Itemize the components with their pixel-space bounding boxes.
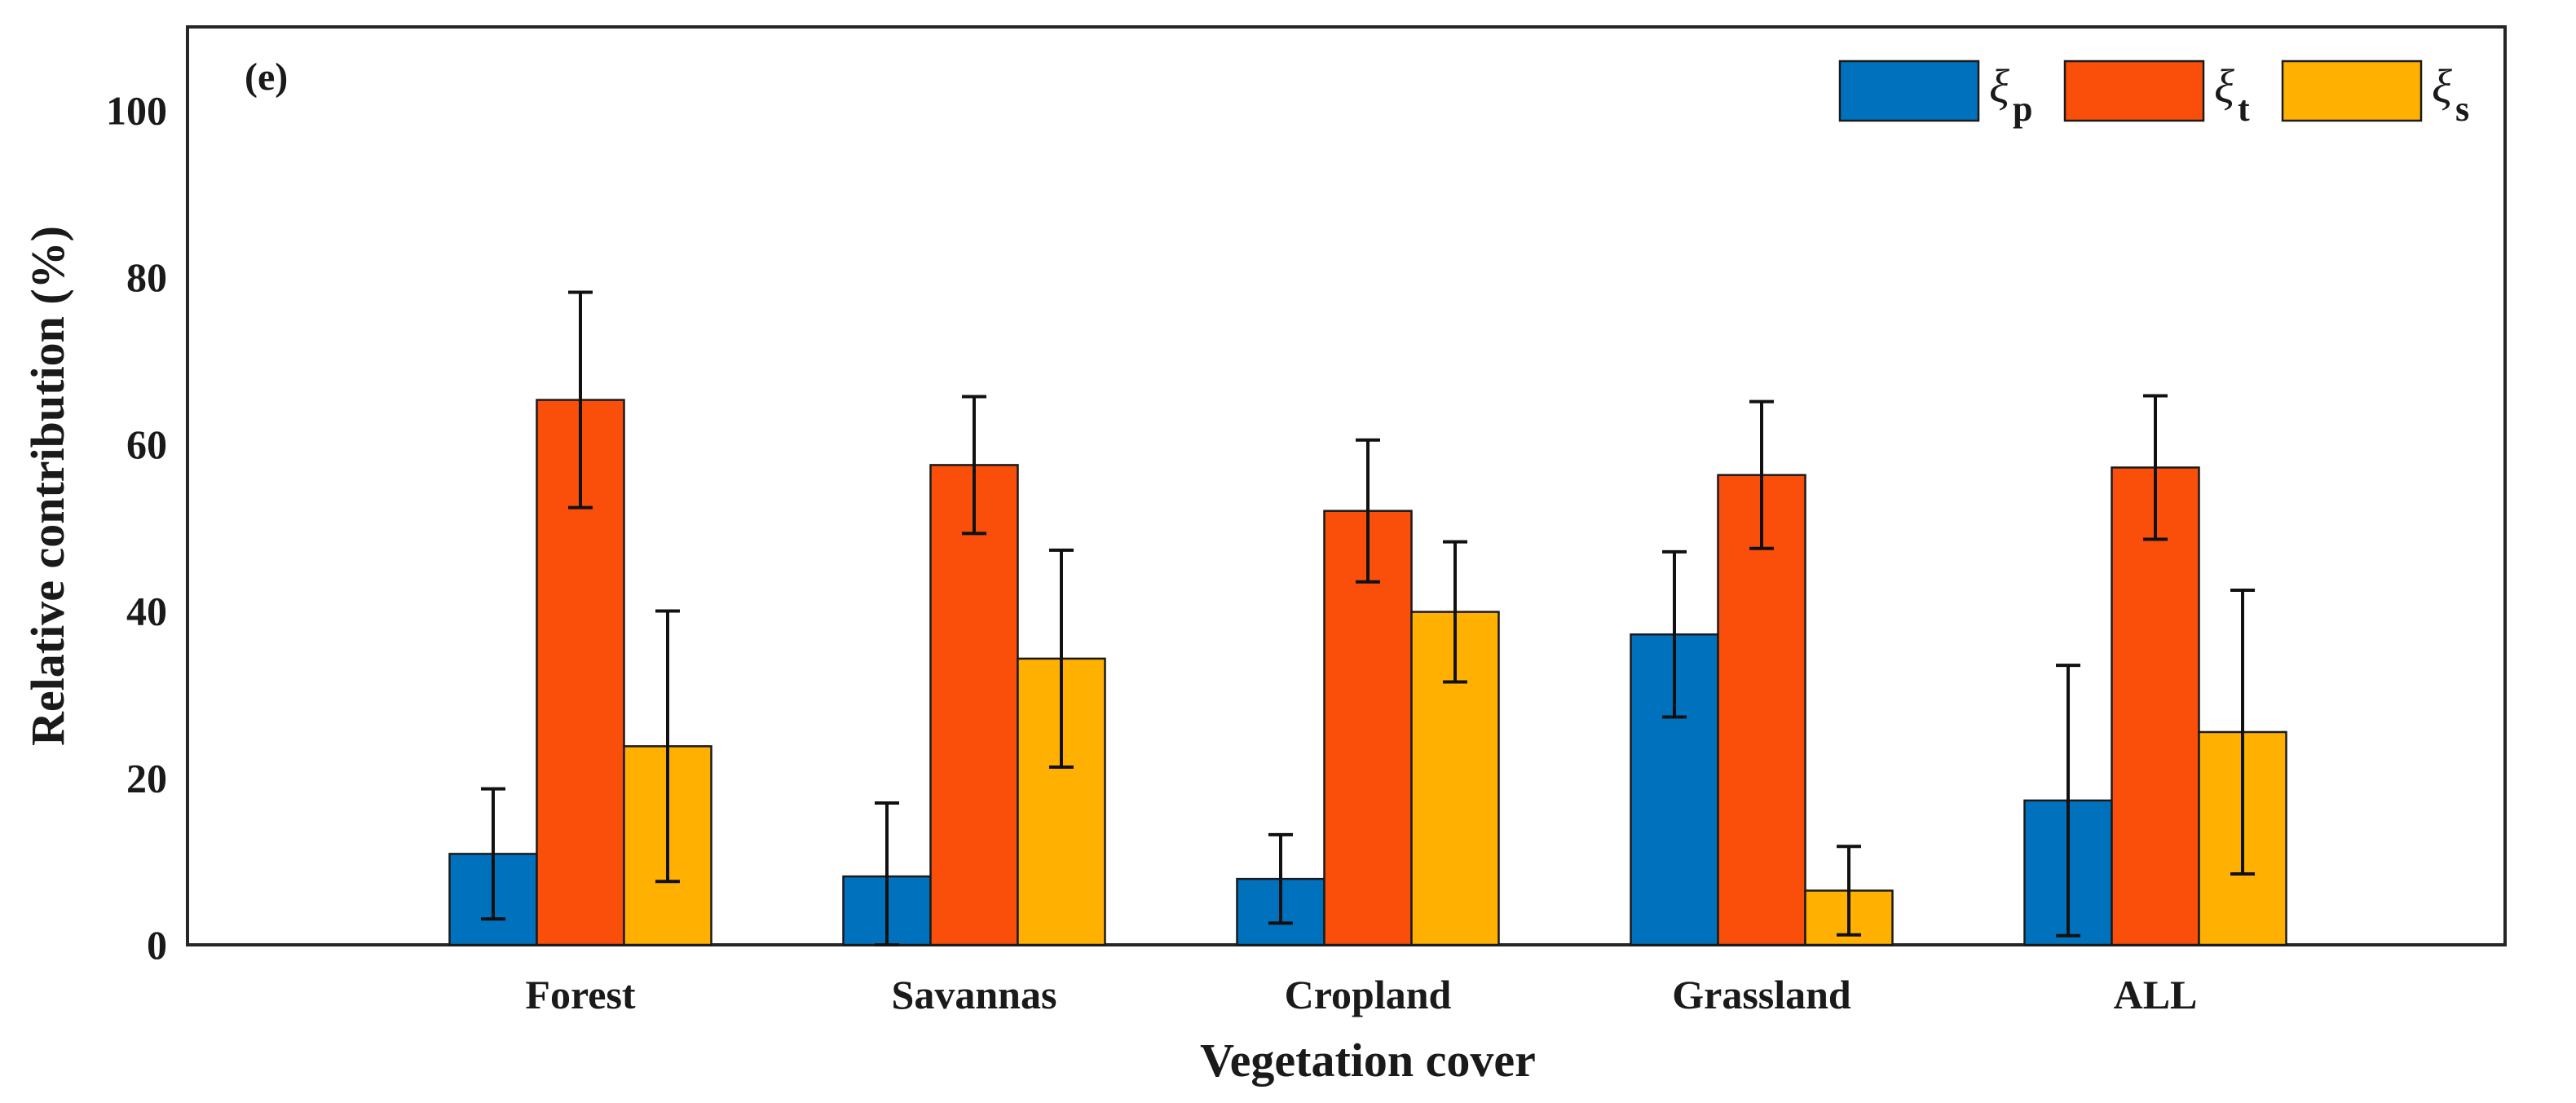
legend-symbol: ξ bbox=[1989, 60, 2009, 113]
y-tick-label: 0 bbox=[147, 922, 167, 968]
legend-swatch bbox=[2063, 60, 2205, 122]
error-bar-s-savannas bbox=[1049, 548, 1074, 769]
y-tick-label: 20 bbox=[126, 755, 167, 801]
bars-layer bbox=[448, 399, 2287, 946]
y-tick-label: 60 bbox=[126, 421, 167, 467]
legend-swatch bbox=[2281, 60, 2423, 122]
error-bar-t-all bbox=[2143, 394, 2168, 541]
bar-t-grassland bbox=[1717, 474, 1806, 946]
legend-symbol: ξ bbox=[2432, 60, 2452, 113]
y-axis-title: Relative contribution (%) bbox=[21, 226, 74, 746]
error-bar-s-cropland bbox=[1443, 540, 1467, 684]
error-bar-p-cropland bbox=[1268, 832, 1293, 925]
error-bars-layer bbox=[481, 290, 2255, 946]
error-bar-t-savannas bbox=[962, 395, 986, 536]
x-tick-label-all: ALL bbox=[2114, 972, 2198, 1017]
error-bar-t-grassland bbox=[1749, 399, 1774, 550]
y-tick-label: 80 bbox=[126, 254, 167, 300]
error-bar-p-forest bbox=[481, 787, 505, 921]
x-tick-label-savannas: Savannas bbox=[892, 972, 1057, 1017]
legend-subscript: t bbox=[2238, 89, 2250, 129]
x-tick-label-cropland: Cropland bbox=[1285, 972, 1452, 1017]
y-tick-label: 100 bbox=[106, 87, 167, 133]
legend-subscript: s bbox=[2455, 89, 2469, 129]
error-bar-s-all bbox=[2230, 588, 2255, 876]
x-tick-label-grassland: Grassland bbox=[1672, 972, 1851, 1017]
error-bar-t-cropland bbox=[1356, 438, 1380, 584]
x-axis-title: Vegetation cover bbox=[1200, 1034, 1536, 1087]
y-axis: 0 20 40 60 80 100 bbox=[106, 87, 167, 968]
legend-swatch bbox=[1838, 60, 1980, 122]
legend-symbol: ξ bbox=[2214, 60, 2234, 113]
error-bar-t-forest bbox=[568, 290, 593, 510]
y-tick-label: 40 bbox=[126, 589, 167, 634]
legend-subscript: p bbox=[2013, 89, 2032, 129]
error-bar-s-forest bbox=[655, 609, 680, 884]
panel-label: (e) bbox=[245, 55, 288, 99]
bar-t-savannas bbox=[929, 464, 1019, 946]
x-tick-label-forest: Forest bbox=[525, 972, 635, 1017]
x-axis: Forest Savannas Cropland Grassland ALL bbox=[525, 972, 2197, 1017]
bar-t-all bbox=[2111, 466, 2200, 946]
error-bar-p-savannas bbox=[875, 801, 899, 946]
error-bar-p-grassland bbox=[1662, 549, 1687, 719]
error-bar-s-grassland bbox=[1837, 845, 1861, 937]
error-bar-p-all bbox=[2056, 664, 2080, 938]
